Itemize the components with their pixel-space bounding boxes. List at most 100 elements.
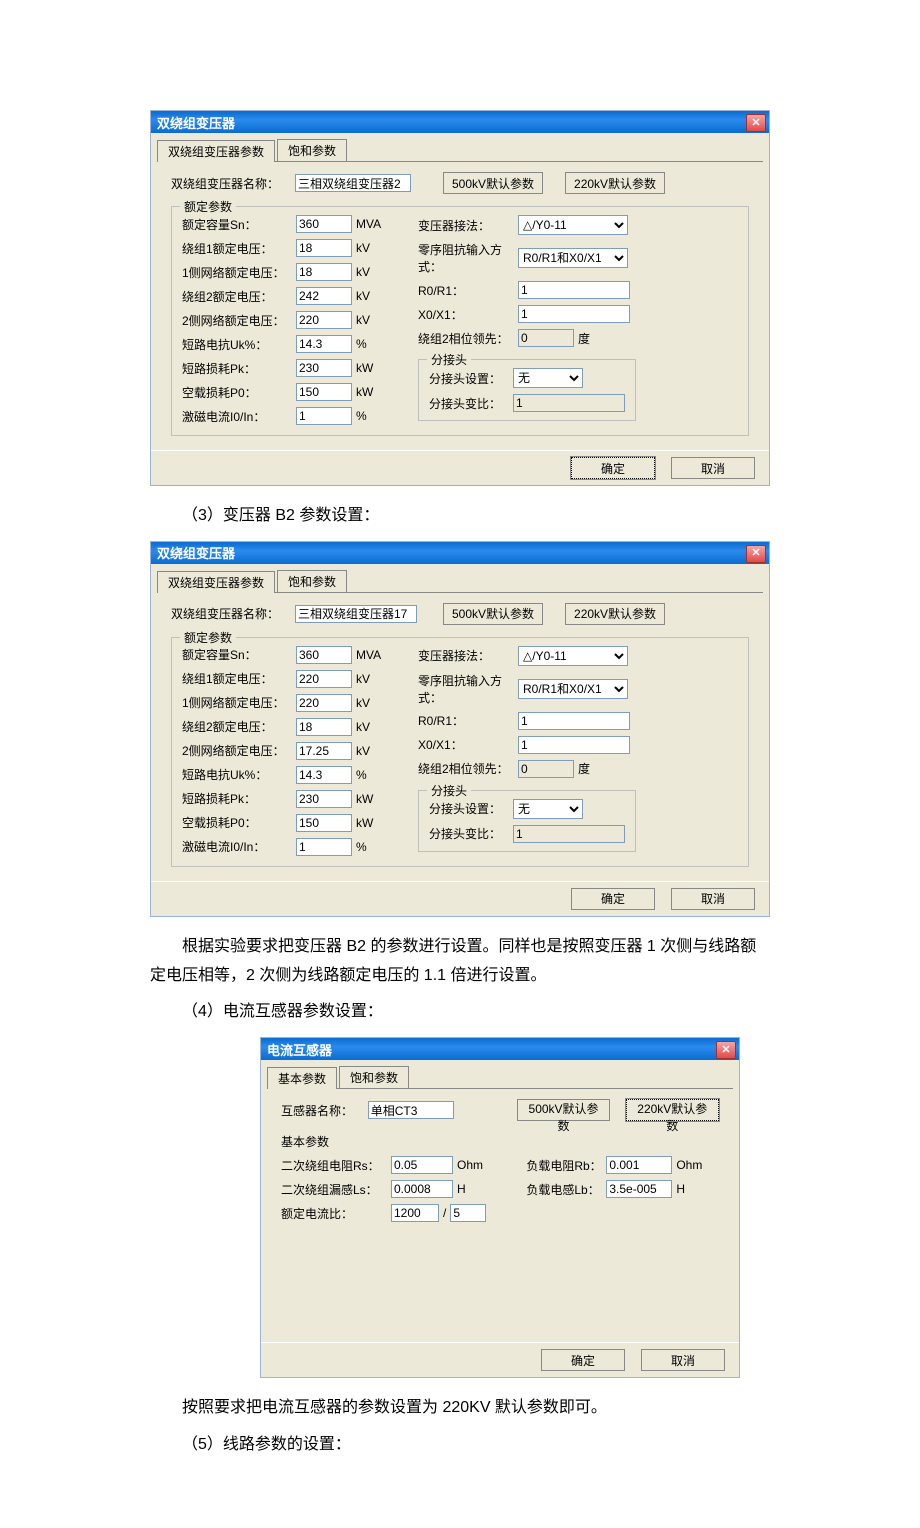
close-icon[interactable]: ✕ [746,545,766,563]
group-label: 额定参数 [180,198,236,215]
field-input[interactable] [296,335,352,353]
field-unit: MVA [356,648,384,662]
default-500kv-button[interactable]: 500kV默认参数 [443,172,543,194]
phase-unit: 度 [578,760,606,777]
field-input[interactable] [296,215,352,233]
field-input[interactable] [296,263,352,281]
ratio-primary-input[interactable] [391,1204,439,1222]
connection-select[interactable]: △/Y0-11 [518,215,628,235]
field-input[interactable] [296,359,352,377]
x0-label: X0/X1： [418,306,514,323]
default-500kv-button[interactable]: 500kV默认参数 [443,603,543,625]
field-label: 激磁电流I0/In： [182,408,292,425]
field-input[interactable] [296,718,352,736]
field-label: 激磁电流I0/In： [182,838,292,855]
default-220kv-button[interactable]: 220kV默认参数 [565,603,665,625]
field-input[interactable] [296,311,352,329]
field-input[interactable] [296,646,352,664]
tap-ratio-label: 分接头变比： [429,395,509,412]
field-label: 绕组1额定电压： [182,670,292,687]
field-unit: % [356,768,384,782]
tap-ratio-input [513,825,625,843]
field-label: 绕组2额定电压： [182,288,292,305]
rs-unit: Ohm [457,1158,485,1172]
field-label: 绕组1额定电压： [182,240,292,257]
field-unit: % [356,409,384,423]
ok-button[interactable]: 确定 [541,1349,625,1371]
default-220kv-button[interactable]: 220kV默认参数 [565,172,665,194]
connection-select[interactable]: △/Y0-11 [518,646,628,666]
transformer-name-input[interactable] [295,605,417,623]
x0x1-input[interactable] [518,736,630,754]
lb-label: 负载电感Lb： [526,1181,602,1198]
zero-seq-select[interactable]: R0/R1和X0/X1 [518,248,628,268]
tab-main[interactable]: 双绕组变压器参数 [157,140,275,162]
group-label: 额定参数 [180,629,236,646]
field-unit: % [356,840,384,854]
paragraph-b2-settings: （3）变压器 B2 参数设置： [150,502,770,531]
ct-name-input[interactable] [368,1101,454,1119]
field-label: 短路损耗Pk： [182,790,292,807]
close-icon[interactable]: ✕ [716,1041,736,1059]
ls-input[interactable] [391,1180,453,1198]
cancel-button[interactable]: 取消 [671,888,755,910]
field-unit: kW [356,792,384,806]
r0r1-input[interactable] [518,281,630,299]
tabs: 基本参数 饱和参数 [267,1066,733,1089]
field-unit: kW [356,385,384,399]
field-input[interactable] [296,766,352,784]
field-label: 空载损耗P0： [182,384,292,401]
r0-label: R0/R1： [418,712,514,729]
close-icon[interactable]: ✕ [746,114,766,132]
paragraph-line-heading: （5）线路参数的设置： [150,1431,770,1460]
field-label: 2侧网络额定电压： [182,742,292,759]
field-input[interactable] [296,790,352,808]
phase-label: 绕组2相位领先： [418,760,514,777]
tap-ratio-label: 分接头变比： [429,825,509,842]
rb-unit: Ohm [676,1158,704,1172]
field-label: 额定容量Sn： [182,646,292,663]
tab-saturation[interactable]: 饱和参数 [277,570,347,592]
conn-label: 变压器接法： [418,647,514,664]
field-input[interactable] [296,407,352,425]
field-unit: kV [356,289,384,303]
tap-setting-select[interactable]: 无 [513,368,583,388]
titlebar: 双绕组变压器 ✕ [151,111,769,133]
lb-input[interactable] [606,1180,672,1198]
r0r1-input[interactable] [518,712,630,730]
ratio-secondary-input[interactable] [450,1204,486,1222]
field-unit: kV [356,241,384,255]
default-500kv-button[interactable]: 500kV默认参数 [517,1099,610,1121]
field-input[interactable] [296,742,352,760]
rs-input[interactable] [391,1156,453,1174]
titlebar: 双绕组变压器 ✕ [151,542,769,564]
ok-button[interactable]: 确定 [571,457,655,479]
paragraph-b2-desc: 根据实验要求把变压器 B2 的参数进行设置。同样也是按照变压器 1 次侧与线路额… [150,933,770,991]
field-unit: kV [356,696,384,710]
lb-unit: H [676,1182,704,1196]
field-input[interactable] [296,694,352,712]
cancel-button[interactable]: 取消 [641,1349,725,1371]
field-input[interactable] [296,239,352,257]
default-220kv-button[interactable]: 220kV默认参数 [626,1099,719,1121]
x0x1-input[interactable] [518,305,630,323]
cancel-button[interactable]: 取消 [671,457,755,479]
field-input[interactable] [296,838,352,856]
field-label: 短路电抗Uk%： [182,336,292,353]
tab-saturation[interactable]: 饱和参数 [339,1066,409,1088]
field-input[interactable] [296,383,352,401]
field-input[interactable] [296,670,352,688]
zero-seq-select[interactable]: R0/R1和X0/X1 [518,679,628,699]
transformer-name-input[interactable] [295,174,411,192]
field-unit: kV [356,313,384,327]
tap-setting-select[interactable]: 无 [513,799,583,819]
tab-saturation[interactable]: 饱和参数 [277,139,347,161]
field-unit: kV [356,744,384,758]
rb-input[interactable] [606,1156,672,1174]
field-input[interactable] [296,814,352,832]
field-input[interactable] [296,287,352,305]
tab-basic[interactable]: 基本参数 [267,1067,337,1089]
ok-button[interactable]: 确定 [571,888,655,910]
field-label: 空载损耗P0： [182,814,292,831]
tab-main[interactable]: 双绕组变压器参数 [157,571,275,593]
